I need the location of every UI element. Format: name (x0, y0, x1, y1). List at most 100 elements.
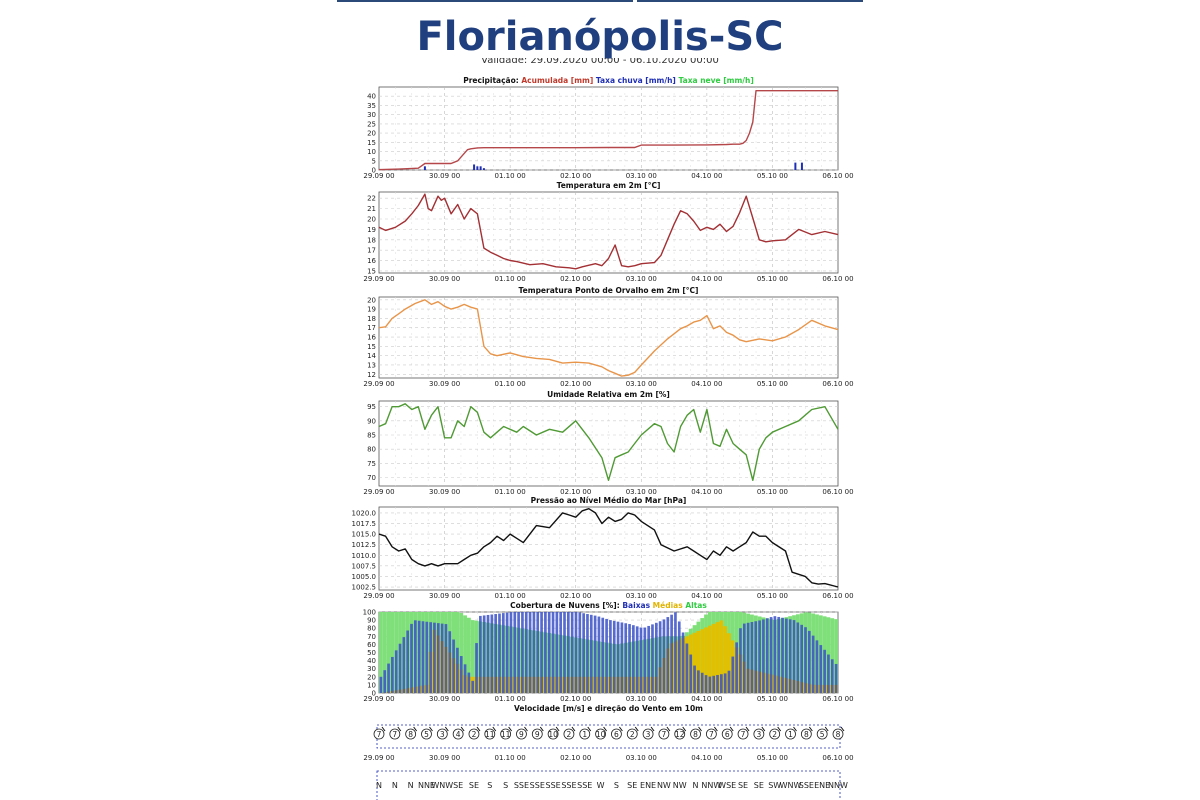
cloud-bar-low (433, 622, 436, 693)
cloud-bar-high (834, 619, 838, 693)
cloud-bar-low (800, 624, 804, 693)
cloud-bar-low (448, 631, 452, 693)
cloud-bar-low (597, 616, 601, 693)
cloud-bar-low (823, 649, 826, 693)
wind-speed-marker (658, 728, 670, 740)
rain-rate-bar (423, 166, 426, 170)
x-tick-label: 04.10 00 (691, 754, 722, 762)
cloud-bar-low (773, 616, 777, 693)
x-tick-label: 05.10 00 (757, 592, 788, 600)
wind-arrow (429, 726, 433, 732)
wind-speed-label: 5 (820, 730, 825, 739)
wind-speed-marker (500, 728, 512, 740)
x-tick-label: 29.09 00 (363, 380, 394, 388)
x-tick-label: 02.10 00 (560, 754, 591, 762)
cloud-bar-low (769, 617, 773, 693)
y-tick-label: 1020.0 (352, 509, 377, 517)
cloud-bar-low (731, 656, 735, 693)
wind-speed-marker (626, 728, 638, 740)
cloud-bar-high (386, 612, 391, 693)
chart-title-precip: Precipitação: Acumulada [mm] Taxa chuva … (463, 76, 754, 85)
x-tick-label: 04.10 00 (691, 592, 722, 600)
cloud-bar-low (459, 656, 463, 693)
chart-title-part: Altas (685, 601, 707, 610)
wind-arrow (761, 726, 766, 732)
cloud-bar-mid (700, 629, 705, 693)
cloud-bar-low (513, 612, 517, 693)
y-tick-label: 100 (363, 609, 376, 617)
chart-title-part: Umidade Relativa em 2m [%] (547, 390, 670, 399)
cloud-bar-low (746, 622, 750, 693)
wind-direction-label: N (408, 781, 414, 790)
cloud-bar-low (436, 623, 440, 693)
chart-panel-dew: Temperatura Ponto de Orvalho em 2m [°C] 2… (363, 286, 853, 388)
wind-direction-label: N (376, 781, 382, 790)
cloud-bar-low (723, 673, 727, 693)
chart-title-part: Médias (653, 601, 686, 610)
y-tick-label: 80 (367, 625, 376, 633)
y-tick-label: 1017.5 (352, 520, 377, 528)
wind-speed-label: 1 (788, 730, 793, 739)
validity-text: Validade: 29.09.2020 00:00 - 06.10.2020 … (481, 58, 719, 66)
cloud-bar-low (616, 621, 620, 693)
wind-arrow (634, 726, 639, 732)
wind-speed-label: 2 (630, 730, 635, 739)
cloud-bar-low (635, 626, 639, 693)
y-tick-label: 10 (367, 681, 376, 689)
chart-title-part: Pressão ao Nível Médio do Mar [hPa] (531, 496, 687, 505)
y-tick-label: 80 (367, 446, 376, 454)
wind-arrow (397, 726, 402, 732)
chart-title-part: Taxa neve [mm/h] (678, 76, 753, 85)
x-tick-label: 03.10 00 (626, 488, 657, 496)
wind-speed-label: 10 (596, 730, 606, 739)
cloud-bar-low (827, 654, 830, 693)
cloud-bar-low (727, 670, 731, 693)
cloud-bar-low (532, 612, 536, 693)
y-tick-label: 13 (367, 361, 376, 369)
chart-title-dew: Temperatura Ponto de Orvalho em 2m [°C] (519, 286, 699, 295)
cloud-bar-high (390, 612, 395, 693)
wind-speed-label: 11 (501, 730, 511, 739)
cloud-bar-low (578, 612, 582, 693)
wind-speed-marker (516, 728, 527, 740)
x-tick-label: 02.10 00 (560, 592, 591, 600)
cloud-bar-low (834, 663, 838, 693)
chart-panel-precip: Precipitação: Acumulada [mm] Taxa chuva … (363, 76, 853, 180)
wind-speed-marker (816, 728, 828, 740)
cloud-bar-low (674, 612, 677, 693)
cloud-bar-low (406, 630, 410, 693)
y-tick-label: 1005.0 (352, 573, 377, 581)
wind-speed-marker (674, 728, 686, 740)
rain-rate-bar (479, 166, 482, 170)
cloud-bar-low (811, 635, 815, 693)
wind-speed-label: 2 (472, 730, 477, 739)
wind-speed-label: 8 (408, 730, 413, 739)
chart-panel-wind: Velocidade [m/s] e direção do Vento em 1… (363, 704, 854, 800)
cloud-bar-low (490, 614, 494, 693)
y-tick-label: 17 (367, 324, 376, 332)
y-tick-label: 20 (367, 296, 376, 304)
chart-title-part: Acumulada [mm] (521, 76, 596, 85)
cloud-bar-low (689, 654, 693, 693)
wind-speed-label: 12 (675, 730, 685, 739)
cloud-bar-low (750, 622, 754, 693)
wind-arrow (650, 726, 655, 732)
x-tick-label: 01.10 00 (495, 172, 526, 180)
cloud-bar-low (620, 622, 624, 693)
wind-direction-label: SE (627, 781, 637, 790)
wind-speed-label: 4 (456, 730, 461, 739)
chart-title-pres: Pressão ao Nível Médio do Mar [hPa] (531, 496, 687, 505)
x-tick-label: 29.09 00 (363, 172, 394, 180)
series-line-dew (378, 299, 839, 377)
cloud-bar-low (639, 627, 643, 693)
x-tick-label: 01.10 00 (495, 695, 526, 703)
cloud-bar-high (382, 612, 387, 693)
x-tick-label: 05.10 00 (757, 275, 788, 283)
y-tick-label: 1010.0 (352, 552, 377, 560)
cloud-bar-low (452, 639, 455, 693)
wind-speed-marker (769, 728, 781, 740)
cloud-bar-low (788, 619, 792, 693)
chart-title-wind: Velocidade [m/s] e direção do Vento em 1… (514, 704, 703, 713)
cloud-bar-low (677, 621, 681, 693)
wind-arrow (381, 726, 386, 732)
